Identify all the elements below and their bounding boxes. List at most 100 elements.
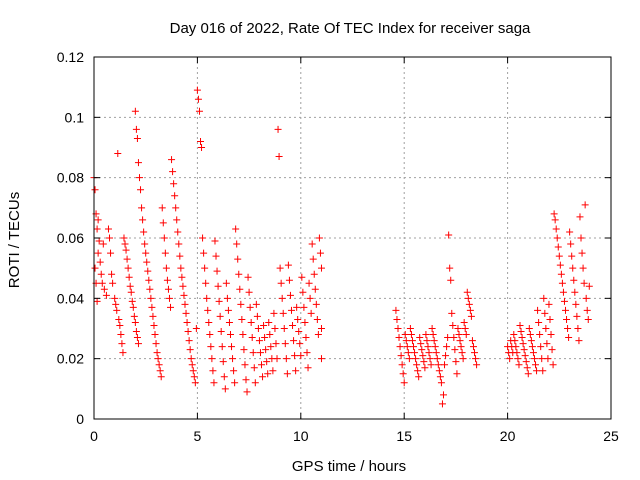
data-point [179,282,187,290]
data-point [186,346,194,354]
data-point [463,288,471,296]
data-point [552,225,560,233]
data-point [465,300,473,308]
data-point [234,255,242,263]
data-point [149,312,157,320]
data-point [269,367,277,375]
data-point [518,334,526,342]
y-tick-labels: 0 0.02 0.04 0.06 0.08 0.1 0.12 [57,49,84,427]
data-point [279,309,287,317]
data-point [114,150,122,158]
data-point [223,294,231,302]
data-point [582,294,590,302]
y-tick-label: 0.02 [57,351,84,367]
data-point [273,355,281,363]
data-point [418,346,426,354]
data-point [555,252,563,260]
data-point [303,349,311,357]
data-point [423,337,431,345]
data-point [573,312,581,320]
data-point [113,306,121,314]
data-point [525,325,533,332]
data-point [565,334,573,342]
data-point [572,300,580,308]
data-point [287,306,295,314]
data-point [292,367,300,375]
data-point [140,228,148,236]
data-point [265,318,273,326]
data-point [546,315,554,323]
data-point [425,349,433,357]
data-point [401,331,409,339]
data-point [395,334,403,342]
data-point [315,234,323,242]
data-point [403,343,411,351]
data-point [137,186,145,194]
data-point [540,294,548,302]
data-point [177,264,185,272]
x-tick-label: 5 [194,428,202,444]
data-point [210,379,218,387]
data-point [170,180,178,188]
data-point [439,391,447,399]
data-point [300,303,308,311]
data-point [421,364,429,372]
y-tick-label: 0 [76,411,84,427]
data-point [558,279,566,287]
data-point [276,264,284,272]
data-point [512,343,520,351]
data-point [249,349,257,357]
data-point [155,361,163,369]
data-point [407,331,415,339]
data-point [515,361,523,369]
data-point [580,279,588,287]
data-point [285,276,293,284]
data-point [467,312,475,320]
data-point [549,361,557,369]
data-point [97,270,105,278]
data-point [165,294,173,302]
data-point [164,285,172,293]
data-point [132,125,140,133]
data-point [400,379,408,387]
data-point [109,279,117,287]
data-point [203,294,211,302]
data-point [521,352,529,360]
data-point [530,355,538,363]
data-point [459,355,467,363]
data-point [427,361,435,369]
data-point [310,270,318,278]
data-point [294,315,302,323]
data-point [258,361,266,369]
data-point [577,234,585,242]
data-point [293,303,301,311]
data-point [422,331,430,339]
data-point [316,249,324,257]
data-point [190,373,198,381]
data-point [173,216,181,224]
data-point [220,373,228,381]
data-point [547,331,555,339]
data-point [225,318,233,326]
data-point [556,261,564,269]
data-point [153,349,161,357]
data-point [301,318,309,326]
data-point [426,355,434,363]
data-point [131,107,139,115]
data-point [444,334,452,342]
y-axis-label: ROTI / TECUs [6,192,23,288]
data-point [278,294,286,302]
data-point [255,337,263,345]
data-point [541,309,549,317]
data-point [527,337,535,345]
x-axis-label: GPS time / hours [292,458,406,475]
data-point [514,355,522,363]
data-point [431,343,439,351]
data-point [309,255,317,263]
data-point [550,210,558,218]
data-point [402,337,410,345]
data-point [146,285,154,293]
data-point [462,331,470,339]
data-point [193,86,201,94]
data-point [411,349,419,357]
